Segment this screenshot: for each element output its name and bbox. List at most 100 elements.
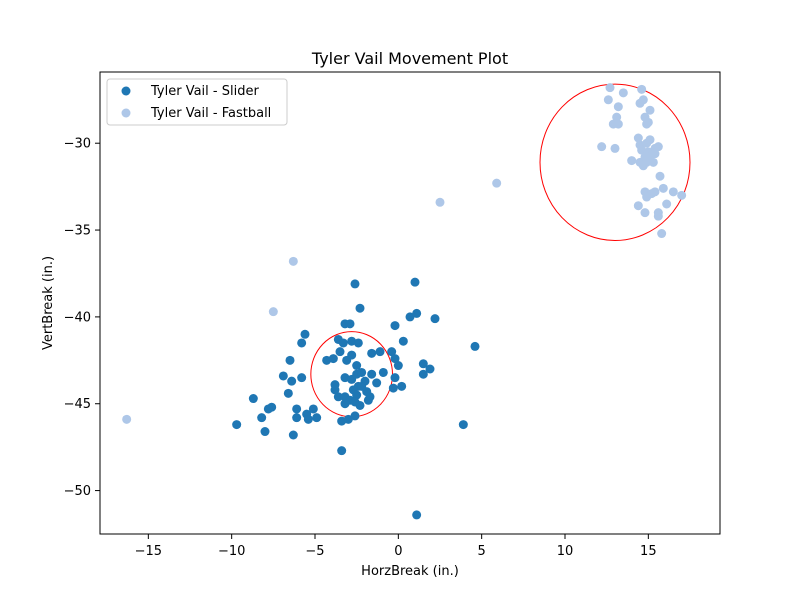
slider-point-27	[393, 361, 403, 371]
slider-point-26	[390, 354, 400, 364]
slider-point-57	[248, 394, 258, 404]
slider-point-56	[397, 381, 407, 391]
slider-point-20	[335, 347, 345, 357]
slider-point-71	[312, 413, 322, 423]
fastball-point-49	[677, 190, 687, 200]
legend-marker-fastball	[121, 108, 131, 118]
slider-point-47	[333, 392, 343, 402]
fastball-point-1	[268, 307, 278, 317]
slider-point-31	[287, 376, 297, 386]
slider-point-17	[285, 355, 295, 365]
fastball-point-32	[627, 156, 637, 166]
fastball-point-2	[288, 256, 298, 266]
highlight-circle-1	[539, 83, 691, 241]
slider-point-79	[337, 446, 347, 456]
slider-point-3	[355, 303, 365, 313]
circles-layer	[310, 83, 691, 418]
slider-point-5	[405, 312, 415, 322]
slider-point-16	[470, 341, 480, 351]
fastball-point-5	[605, 83, 615, 93]
fastball-point-28	[653, 142, 663, 152]
slider-point-7	[412, 308, 422, 318]
slider-point-44	[390, 373, 400, 383]
slider-point-19	[328, 354, 338, 364]
fastball-point-42	[668, 187, 678, 197]
fastball-point-13	[612, 112, 622, 122]
slider-point-6	[410, 277, 420, 287]
slider-point-70	[303, 414, 313, 424]
slider-point-80	[412, 510, 422, 520]
slider-point-2	[350, 279, 360, 289]
fastball-point-31	[650, 149, 660, 159]
fastball-point-16	[613, 119, 623, 129]
fastball-point-40	[650, 187, 660, 197]
fastball-point-4	[492, 178, 502, 188]
x-axis-ticks: −15 −10 −5 0 5 10 15	[135, 534, 657, 559]
slider-point-62	[363, 395, 373, 405]
fastball-point-48	[640, 208, 650, 218]
x-tick-label: 0	[394, 544, 402, 559]
slider-point-65	[292, 404, 302, 414]
fastball-point-20	[610, 143, 620, 153]
x-tick-label: 5	[478, 544, 486, 559]
slider-point-32	[297, 373, 307, 383]
y-axis-label: VertBreak (in.)	[41, 256, 56, 350]
slider-point-68	[257, 413, 267, 423]
x-tick-label: 10	[557, 544, 574, 559]
slider-point-45	[418, 369, 428, 379]
slider-point-14	[353, 338, 363, 348]
y-tick-label: −35	[64, 224, 91, 239]
y-tick-label: −50	[64, 484, 91, 499]
plot-frame	[99, 71, 721, 535]
fastball-point-24	[645, 135, 655, 145]
legend-label-fastball: Tyler Vail - Fastball	[150, 106, 271, 121]
slider-point-76	[260, 427, 270, 437]
slider-point-9	[297, 338, 307, 348]
legend-label-slider: Tyler Vail - Slider	[150, 84, 259, 99]
fastball-point-43	[642, 192, 652, 202]
fastball-point-10	[638, 95, 648, 105]
fastball-point-47	[653, 211, 663, 221]
y-tick-label: −30	[64, 137, 91, 152]
slider-point-4	[390, 321, 400, 331]
slider-point-61	[355, 400, 365, 410]
legend-marker-slider	[121, 86, 131, 96]
y-axis-ticks: −50 −45 −40 −35 −30	[64, 137, 100, 499]
fastball-point-50	[657, 229, 667, 239]
fastball-point-21	[633, 133, 643, 143]
slider-point-39	[357, 367, 367, 377]
fastball-point-45	[633, 201, 643, 211]
slider-point-67	[308, 404, 318, 414]
slider-point-59	[340, 399, 350, 409]
fastball-point-12	[645, 105, 655, 115]
slider-point-51	[352, 390, 362, 400]
fastball-point-8	[603, 95, 613, 105]
slider-point-22	[347, 350, 357, 360]
fastball-point-37	[655, 171, 665, 181]
slider-point-77	[288, 430, 298, 440]
slider-point-29	[425, 364, 435, 374]
fastball-point-6	[637, 84, 647, 94]
slider-point-72	[350, 411, 360, 421]
fastball-point-7	[618, 88, 628, 98]
slider-point-58	[283, 388, 293, 398]
y-tick-label: −45	[64, 397, 91, 412]
fastball-point-19	[597, 142, 607, 152]
x-tick-label: 15	[640, 544, 657, 559]
slider-point-8	[430, 314, 440, 324]
slider-point-30	[278, 371, 288, 381]
slider-point-25	[387, 347, 397, 357]
slider-point-24	[375, 347, 385, 357]
slider-point-12	[338, 338, 348, 348]
slider-point-1	[345, 319, 355, 329]
x-axis-label: HorzBreak (in.)	[361, 564, 459, 579]
slider-point-15	[398, 336, 408, 346]
legend: Tyler Vail - Slider Tyler Vail - Fastbal…	[106, 78, 288, 126]
slider-point-64	[263, 404, 273, 414]
points-layer	[122, 83, 687, 520]
slider-point-55	[388, 383, 398, 393]
fastball-point-3	[435, 197, 445, 207]
slider-point-69	[292, 413, 302, 423]
slider-point-74	[337, 416, 347, 426]
